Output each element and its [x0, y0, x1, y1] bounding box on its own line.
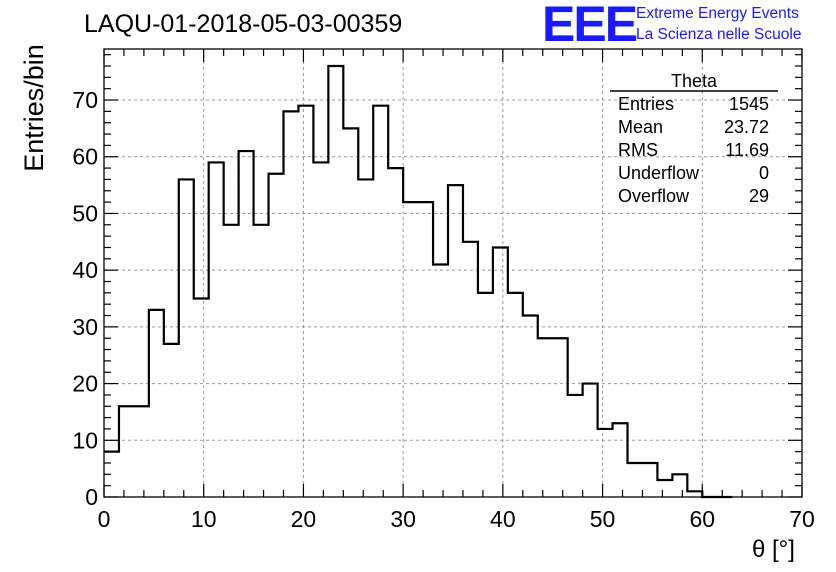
histogram-bin [224, 225, 239, 497]
y-tick-label: 0 [85, 484, 98, 510]
x-tick-label: 60 [689, 506, 715, 532]
histogram-bin [642, 463, 657, 497]
histogram-bin [657, 480, 672, 497]
histogram-bin [209, 162, 224, 497]
histogram-bin [194, 299, 209, 497]
eee-logo: EEE [542, 0, 638, 52]
stats-title: Theta [671, 71, 718, 91]
plot-frame [103, 48, 803, 498]
x-tick-label: 0 [98, 506, 111, 532]
histogram-bin [403, 202, 418, 497]
histogram-bin [388, 168, 403, 497]
histogram-bin [523, 316, 538, 497]
y-tick-label: 70 [72, 87, 98, 113]
histogram-bin [598, 429, 613, 497]
histogram-bin [568, 395, 583, 497]
stats-label: Mean [618, 117, 663, 137]
histogram-bin [254, 225, 269, 497]
y-tick-label: 50 [72, 200, 98, 226]
stats-value: 11.69 [725, 140, 769, 160]
y-tick-label: 60 [72, 144, 98, 170]
histogram-bin [538, 338, 553, 497]
histogram-series [104, 64, 733, 499]
axis-ticks: 0 10 20 30 40 50 60 70 0 10 20 30 40 50 60 70 [72, 49, 815, 532]
histogram-bin [672, 474, 687, 497]
x-tick-label: 20 [291, 506, 317, 532]
histogram-bin [134, 406, 149, 497]
histogram-bin [613, 423, 628, 497]
histogram-bin [418, 202, 433, 497]
histogram-bin [358, 179, 373, 497]
histogram-bin [269, 174, 284, 497]
eee-logo-line2: La Scienza nelle Scuole [636, 26, 802, 43]
histogram-bin [448, 185, 463, 497]
histogram-bin [164, 344, 179, 497]
stats-label: Underflow [618, 163, 700, 183]
y-tick-label: 30 [72, 314, 98, 340]
y-tick-label: 40 [72, 257, 98, 283]
y-tick-label: 10 [72, 427, 98, 453]
y-tick-label: 20 [72, 371, 98, 397]
stats-label: Overflow [618, 186, 690, 206]
eee-logo-line1: Extreme Energy Events [636, 5, 799, 22]
histogram-bin [628, 463, 643, 497]
histogram-bin [119, 406, 134, 497]
stats-label: RMS [618, 140, 658, 160]
x-tick-label: 30 [390, 506, 416, 532]
stats-value: 1545 [729, 94, 769, 114]
plot-border [103, 48, 803, 498]
stats-value: 0 [759, 163, 769, 183]
stats-value: 23.72 [724, 117, 769, 137]
histogram-bin [508, 293, 523, 497]
histogram-bin [433, 264, 448, 497]
x-tick-label: 10 [191, 506, 217, 532]
histogram-bin [149, 310, 164, 497]
chart-title: LAQU-01-2018-05-03-00359 [84, 10, 403, 38]
histogram-bin [283, 111, 298, 497]
histogram-bin [478, 293, 493, 497]
histogram-bin [328, 66, 343, 497]
eee-logo-text: Extreme Energy Events La Scienza nelle S… [636, 3, 801, 45]
stats-box: Theta Entries 1545 Mean 23.72 RMS 11.69 Underfl… [610, 71, 778, 206]
x-axis-label: θ [°] [752, 536, 795, 563]
x-tick-label: 50 [590, 506, 616, 532]
histogram-bin [553, 338, 568, 497]
grid-lines [104, 49, 802, 497]
histogram-bin [313, 162, 328, 497]
y-axis-label: Entries/bin [19, 44, 49, 172]
histogram-bin [373, 106, 388, 497]
x-tick-label: 40 [490, 506, 516, 532]
histogram-bin [493, 247, 508, 497]
histogram-bin [179, 179, 194, 497]
histogram-bin [463, 242, 478, 497]
histogram-bin [583, 384, 598, 497]
x-tick-label: 70 [789, 506, 815, 532]
stats-label: Entries [618, 94, 674, 114]
histogram-outline [104, 64, 733, 499]
histogram-bin [343, 128, 358, 497]
stats-value: 29 [749, 186, 769, 206]
histogram-bin [298, 106, 313, 497]
histogram-bin [239, 151, 254, 497]
